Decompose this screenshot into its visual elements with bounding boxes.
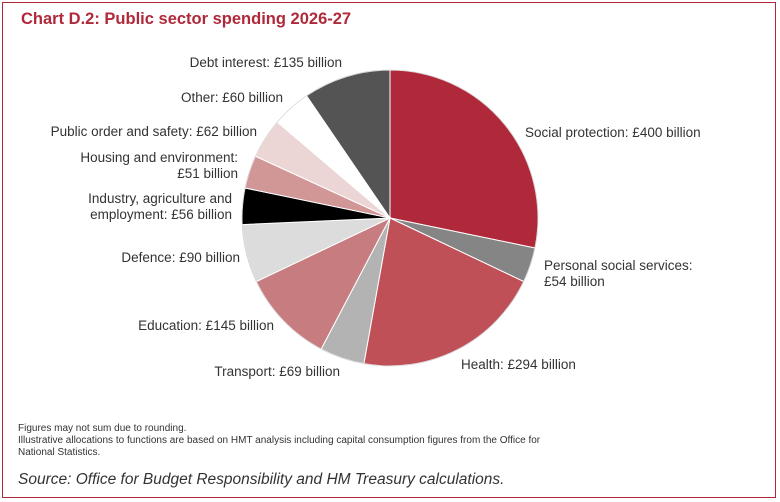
pie-slice-social-protection — [389, 69, 539, 249]
chart-title: Chart D.2: Public sector spending 2026-2… — [21, 10, 352, 28]
data-label-public-order-and-safety: Public order and safety: £62 billion — [51, 124, 257, 139]
data-label-industry-agriculture-and-employment: Industry, agriculture and employment: £56… — [88, 191, 232, 222]
data-label-other: Other: £60 billion — [181, 90, 283, 105]
data-label-housing-and-environment: Housing and environment: £51 billion — [80, 150, 238, 181]
chart-notes: Figures may not sum due to rounding. Ill… — [18, 423, 738, 459]
data-label-education: Education: £145 billion — [138, 318, 274, 333]
data-label-personal-social-services: Personal social services: £54 billion — [544, 258, 693, 289]
note-rounding: Figures may not sum due to rounding. — [18, 423, 187, 434]
pie-chart: Social protection: £400 billion Personal … — [51, 55, 701, 379]
chart-source: Source: Office for Budget Responsibility… — [18, 471, 505, 488]
data-label-social-protection: Social protection: £400 billion — [525, 125, 701, 140]
note-allocations: Illustrative allocations to functions ar… — [18, 435, 541, 446]
data-label-defence: Defence: £90 billion — [121, 250, 240, 265]
note-allocations-cont: National Statistics. — [18, 447, 101, 458]
data-label-debt-interest: Debt interest: £135 billion — [190, 55, 342, 70]
data-label-health: Health: £294 billion — [461, 357, 576, 372]
data-label-transport: Transport: £69 billion — [214, 364, 340, 379]
pie-outline — [241, 69, 539, 367]
